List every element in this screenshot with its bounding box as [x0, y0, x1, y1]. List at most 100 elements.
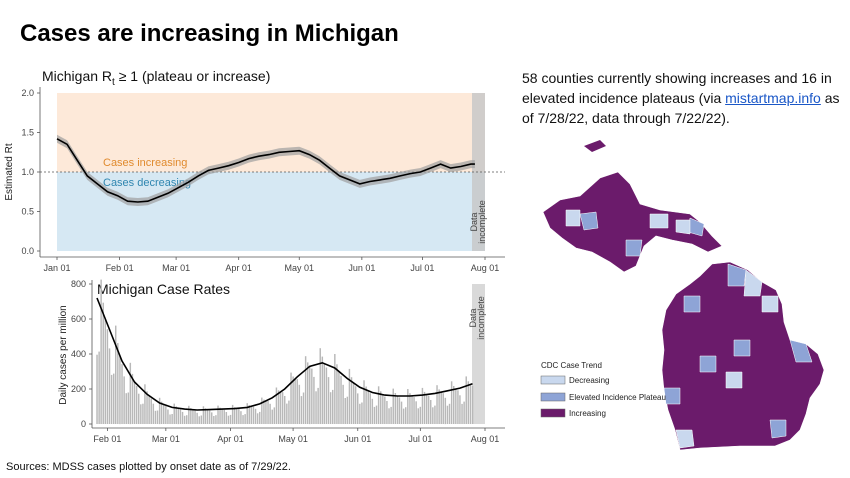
case-x-ticks: Feb 01 Mar 01 Apr 01 May 01 Jun 01 Jul 01 Aug … — [93, 428, 499, 444]
case-y-tick-label: 200 — [71, 384, 86, 394]
case-bar — [158, 397, 161, 425]
case-x-tick-label: Feb 01 — [93, 434, 121, 444]
case-bar — [190, 408, 192, 424]
case-bar — [148, 395, 150, 424]
case-bar — [177, 408, 180, 425]
rt-y-ticks: 0.0 0.5 1.0 1.5 2.0 — [21, 88, 40, 256]
legend-label-increasing: Increasing — [569, 409, 606, 418]
case-bar — [332, 389, 334, 424]
case-bar — [117, 343, 119, 424]
case-bar — [119, 355, 121, 425]
lp-decreasing-4 — [675, 429, 695, 449]
case-bar — [156, 410, 159, 424]
case-bar — [131, 373, 134, 424]
case-bar — [279, 391, 282, 424]
case-bar — [171, 414, 173, 424]
rt-y-tick-label: 2.0 — [21, 88, 34, 98]
case-bar — [183, 415, 186, 424]
case-bar — [252, 406, 255, 424]
up-plateau-6 — [625, 239, 643, 257]
rt-increasing-zone — [57, 93, 485, 172]
case-bar — [377, 386, 380, 424]
case-bar — [106, 329, 109, 424]
rt-title-sub: t — [112, 76, 115, 88]
up-plateau-5 — [675, 219, 691, 235]
case-bar — [338, 371, 340, 424]
cases-incomplete-label-1: Data — [468, 308, 478, 327]
case-bar — [227, 415, 230, 424]
lp-decreasing-1 — [743, 269, 763, 297]
case-bar — [265, 400, 267, 424]
case-bar — [450, 381, 453, 424]
case-bar — [409, 393, 411, 424]
case-bar — [140, 404, 142, 424]
case-bar — [415, 401, 417, 425]
case-bar — [100, 279, 102, 424]
rt-incomplete-band — [472, 93, 485, 251]
rt-title-rest: ≥ 1 (plateau or increase) — [114, 68, 271, 84]
lp-plateau-3 — [789, 339, 813, 363]
case-bar — [419, 406, 422, 424]
rt-zone-label-decreasing: Cases decreasing — [103, 177, 191, 189]
case-bar — [188, 405, 190, 424]
case-bar — [359, 403, 361, 424]
rt-chart-title: Michigan Rt ≥ 1 (plateau or increase) — [42, 68, 270, 88]
case-bar — [250, 406, 253, 424]
counties-description: 58 counties currently showing increases … — [522, 68, 847, 128]
rt-x-tick-label: Mar 01 — [162, 263, 190, 273]
description-text-after: as of 7/28/22, data through 7/22/22). — [522, 90, 840, 126]
case-bar — [380, 391, 382, 424]
case-bar — [313, 376, 315, 424]
case-bar — [371, 398, 374, 424]
legend-swatch-plateau — [540, 392, 566, 402]
case-bar — [286, 403, 288, 424]
case-bar — [394, 393, 397, 424]
case-bar — [240, 411, 242, 424]
mistartmap-link[interactable]: mistartmap.info — [725, 90, 821, 106]
case-bar — [271, 409, 273, 424]
case-bar — [229, 414, 232, 424]
case-bar — [448, 403, 451, 424]
rt-y-tick-label: 1.0 — [21, 167, 34, 177]
case-bar — [248, 405, 250, 424]
case-bar — [311, 368, 313, 424]
case-bar — [427, 395, 430, 424]
case-x-tick-label: May 01 — [278, 434, 308, 444]
case-bar — [463, 401, 465, 424]
lp-decreasing-2 — [761, 295, 779, 313]
case-rate-chart-title: Michigan Case Rates — [97, 281, 231, 297]
case-bar — [400, 401, 403, 424]
case-bar — [198, 416, 200, 424]
case-bar — [434, 405, 436, 424]
case-bar — [329, 392, 332, 424]
case-bar — [323, 363, 326, 424]
case-bar — [231, 404, 234, 424]
case-bar — [302, 392, 305, 424]
case-bar — [219, 407, 221, 424]
case-bar — [127, 392, 130, 424]
case-bar — [344, 398, 346, 424]
case-bar — [430, 400, 432, 424]
case-bar — [321, 356, 324, 424]
case-bar — [175, 406, 177, 424]
case-bar — [363, 380, 365, 425]
case-bar — [110, 374, 113, 424]
case-bar — [442, 393, 444, 424]
case-bar — [96, 354, 98, 424]
case-bar — [150, 398, 152, 424]
case-bar — [465, 376, 467, 424]
case-y-tick-label: 0 — [81, 419, 86, 429]
lp-plateau-6 — [663, 387, 681, 405]
lp-plateau-4 — [733, 339, 751, 357]
case-bar — [200, 415, 203, 424]
up-plateau-3 — [649, 213, 669, 229]
rt-incomplete-label-2: incomplete — [477, 200, 487, 244]
case-bar — [186, 415, 188, 424]
case-bar — [365, 386, 367, 424]
lp-plateau-5 — [699, 355, 717, 373]
case-bar — [273, 407, 276, 424]
case-bar — [438, 389, 440, 424]
michigan-county-map: CDC Case Trend Decreasing Elevated Incid… — [540, 140, 825, 451]
case-rate-chart: 0 200 400 600 800 Feb 01 Mar 01 Apr 01 May 01 Ju… — [58, 279, 505, 444]
